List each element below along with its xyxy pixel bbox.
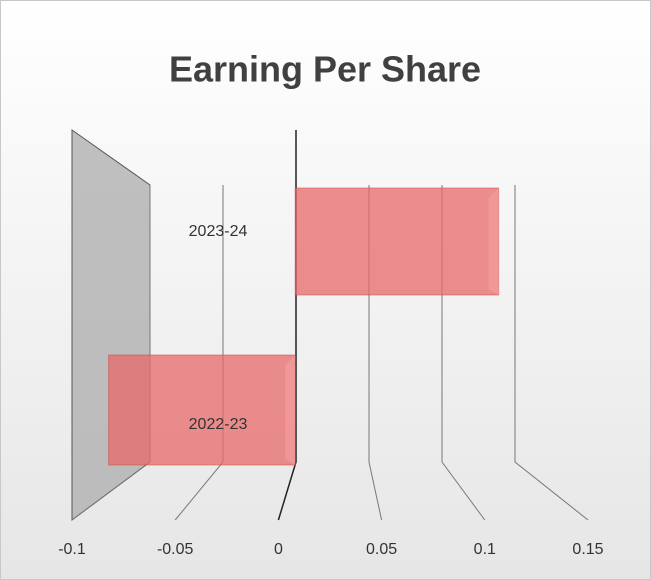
x-tick-label: 0 bbox=[274, 541, 283, 558]
x-tick-label: 0.05 bbox=[366, 541, 397, 558]
bar bbox=[294, 187, 500, 296]
bar-side bbox=[488, 188, 499, 295]
x-tick-label: 0.15 bbox=[572, 541, 603, 558]
x-tick-label: -0.1 bbox=[58, 541, 86, 558]
bar bbox=[108, 354, 296, 466]
y-tick-label: 2022-23 bbox=[189, 416, 248, 433]
grid-line bbox=[514, 185, 589, 521]
y-tick-label: 2023-24 bbox=[189, 223, 248, 240]
bar-side bbox=[285, 355, 296, 465]
x-tick-label: 0.1 bbox=[474, 541, 496, 558]
x-tick-label: -0.05 bbox=[157, 541, 194, 558]
chart-title: Earning Per Share bbox=[169, 49, 481, 90]
